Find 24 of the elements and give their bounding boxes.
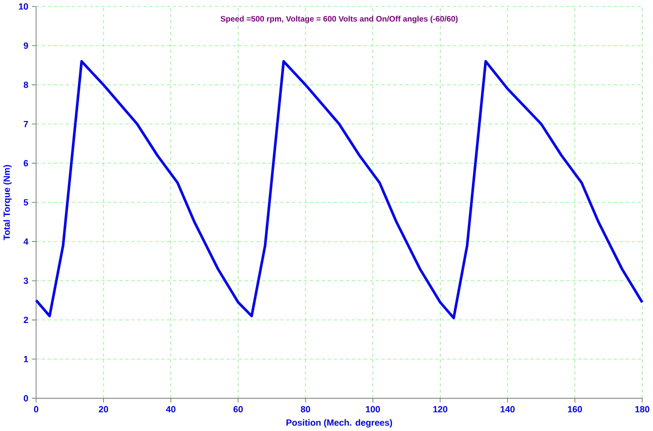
y-axis-title: Total Torque (Nm) <box>3 165 12 240</box>
x-tick-label: 80 <box>300 406 310 412</box>
line-series <box>34 60 644 320</box>
y-tick-label: 6 <box>24 160 28 166</box>
x-tick-label: 40 <box>166 406 176 412</box>
x-tick-label: 160 <box>568 406 582 412</box>
y-tick-label: 8 <box>24 82 28 88</box>
x-axis-title: Position (Mech. degrees) <box>286 419 392 428</box>
y-tick-label: 0 <box>24 395 28 402</box>
y-tick-label: 7 <box>24 121 28 128</box>
x-tick-label: 120 <box>433 406 448 412</box>
y-tick-label: 9 <box>24 42 28 49</box>
x-tick-label: 0 <box>34 406 38 412</box>
x-tick-label: 100 <box>366 406 380 412</box>
y-tick-label: 3 <box>24 278 28 284</box>
x-tick-label: 140 <box>500 406 515 412</box>
y-tick-label: 2 <box>24 316 28 324</box>
x-tick-label: 20 <box>98 406 108 412</box>
y-tick-label: 10 <box>19 3 28 10</box>
x-tick-label: 60 <box>234 406 243 412</box>
y-tick-label: 4 <box>24 238 28 245</box>
y-tick-label: 1 <box>24 356 28 362</box>
x-tick-label: 180 <box>635 406 650 412</box>
y-tick-label: 5 <box>24 199 28 206</box>
